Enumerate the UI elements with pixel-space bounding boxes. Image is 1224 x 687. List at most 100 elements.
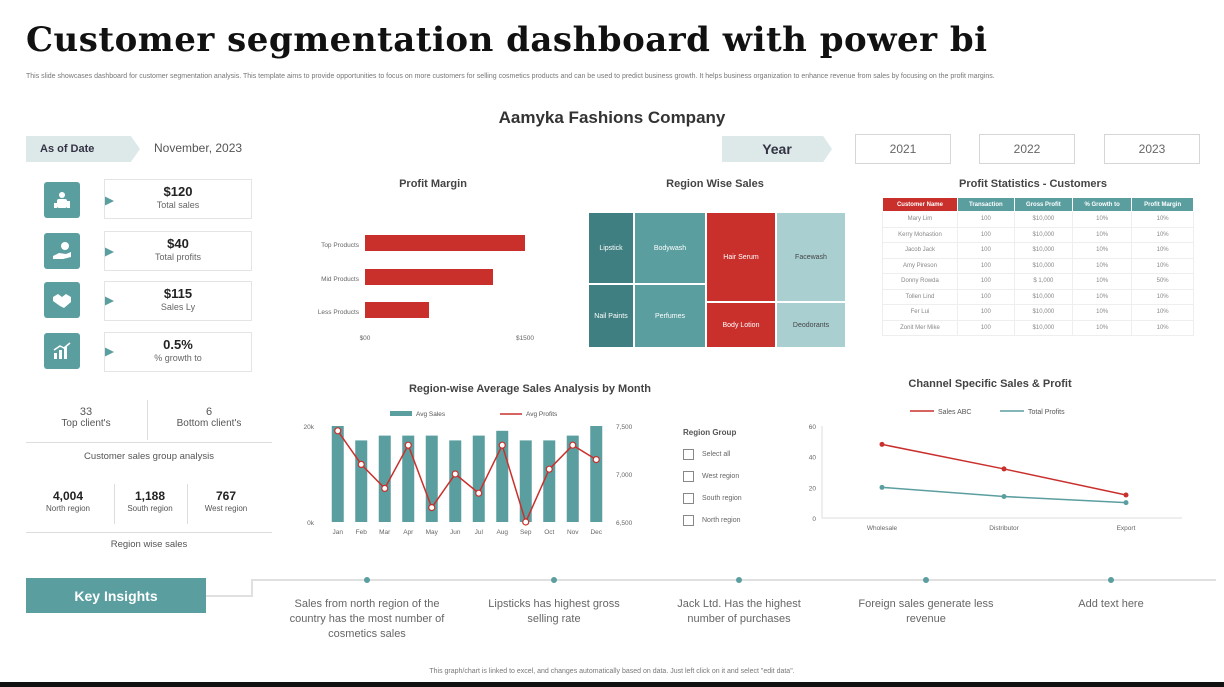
x-tick-label: Mar [379,529,391,536]
region-group-title: Region Group [683,428,737,437]
insight-item: Lipsticks has highest gross selling rate [488,598,620,625]
kpi-label: Total profits [154,252,202,262]
filter-north-region[interactable]: North region [683,509,773,531]
filter-select-all[interactable]: Select all [683,443,773,465]
kpi-label: % growth to [154,353,202,363]
profit-point [334,427,342,435]
insights-connector [206,579,1216,597]
legend-label: Avg Profits [526,411,558,418]
y-tick-label: 60 [809,424,817,431]
x-tick-label: Sep [520,529,532,536]
sales-bar [331,426,344,522]
table-cell: 10% [1131,211,1194,228]
channel-sales-chart: 60 40 20 0 Wholesale Distributor Export Sales A… [809,409,1182,532]
insight-dot [736,577,742,583]
table-row: Kerry Mohastion 100 $10,000 10% 10% [882,226,1194,243]
key-insights-label: Key Insights [26,578,206,613]
kpi-value: $120 [163,184,193,199]
x-tick-label: Jun [450,529,461,536]
region-label: South region [127,504,173,513]
table-cell: 10% [1072,304,1133,321]
y-tick-label: 40 [809,455,817,462]
region-group-filter: Region Group Select all West region Sout… [683,428,773,531]
legend-label: Total Profits [1028,409,1065,416]
x-tick-label: Distributor [989,525,1019,532]
table-cell: 100 [956,211,1015,228]
table-cell: 10% [1072,257,1133,274]
table-cell: 10% [1072,242,1133,259]
profit-point [451,470,459,478]
x-tick-label: Jul [475,529,484,536]
profit-point [381,484,389,493]
table-cell: $ 1,000 [1013,273,1074,290]
year-2021-button[interactable]: 2021 [855,134,951,164]
channel-point [879,441,885,447]
year-label: Year [722,136,832,162]
table-cell: 50% [1131,273,1194,290]
top-clients-label: Top client's [61,418,111,429]
table-header: Transaction [956,197,1015,212]
filter-south-region[interactable]: South region [683,487,773,509]
filter-west-region[interactable]: West region [683,465,773,487]
company-name: Aamyka Fashions Company [498,108,726,127]
page-description: This slide showcases dashboard for custo… [26,73,995,80]
divider [147,400,148,440]
checkbox[interactable] [683,448,694,460]
sales-bar [566,435,579,522]
x-tick-label: $1500 [516,335,534,342]
profit-point [428,503,436,512]
checkbox[interactable] [683,514,694,526]
bottom-clients-label: Bottom client's [176,418,242,429]
treemap-cell: Hair Serum [706,212,776,302]
filter-label: West region [702,472,740,480]
year-2022-button[interactable]: 2022 [979,134,1075,164]
table-cell: 100 [956,242,1015,259]
table-row: Jacob Jack 100 $10,000 10% 10% [882,242,1194,259]
divider [26,442,272,443]
handshake-icon [44,282,80,318]
insight-dot [551,577,557,583]
y-tick-label: 7,500 [616,424,633,431]
table-cell: $10,000 [1013,304,1074,321]
bar-label: Top Products [321,242,360,249]
profit-statistics-table-wrap: Customer Name Transaction Gross Profit% Gr… [882,197,1194,336]
table-cell: 10% [1131,319,1194,336]
profit-margin-bar [365,269,493,285]
x-tick-label: Aug [496,529,508,536]
insight-dot [1108,577,1114,583]
filter-label: North region [702,516,741,524]
treemap-cell: Nail Paints [588,284,634,348]
table-cell: Fer Lui [882,304,958,321]
table-row: Zonit Mer Mike 100 $10,000 10% 10% [882,319,1194,336]
checkbox[interactable] [683,470,694,482]
region-value: 4,004 [52,489,84,503]
sales-bar [472,435,485,522]
hand-money-icon [44,233,80,269]
x-tick-label: Jan [333,529,344,536]
region-value: 767 [215,489,237,503]
table-row: Donny Rowda 100 $ 1,000 10% 50% [882,273,1194,290]
channel-point [1123,492,1129,498]
table-row: Fer Lui 100 $10,000 10% 10% [882,304,1194,321]
table-cell: $10,000 [1013,257,1074,274]
y-tick-label: 20 [809,485,817,492]
table-row: Mary Lim 100 $10,000 10% 10% [882,211,1194,228]
kpi-value: $40 [167,236,189,251]
kpi-growth: 0.5% % growth to [104,332,252,372]
channel-point [879,484,885,490]
treemap-cell: Body Lotion [706,302,776,348]
page-title: Customer segmentation dashboard with pow… [26,20,988,60]
bottom-clients-value: 6 [205,406,213,418]
channel-point [1001,494,1007,500]
profit-statistics-table: Customer Name Transaction Gross Profit% Gr… [882,197,1194,336]
table-cell: $10,000 [1013,211,1074,228]
profit-point [592,455,600,464]
as-of-date-value: November, 2023 [154,141,243,155]
channel-sales-title: Channel Specific Sales & Profit [908,378,1072,390]
checkbox[interactable] [683,492,694,504]
table-header: Gross Profit [1013,197,1074,212]
kpi-sales-ly: $115 Sales Ly [104,281,252,321]
year-2023-button[interactable]: 2023 [1104,134,1200,164]
table-cell: 100 [956,226,1015,243]
sales-bar [402,435,415,522]
